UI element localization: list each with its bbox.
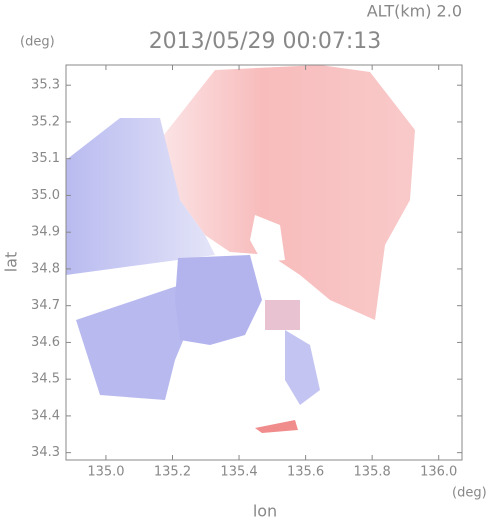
y-tick-label: 35.1 [31,151,60,166]
y-tick-label: 35.0 [31,188,60,203]
subtitle: ALT(km) 2.0 [367,2,462,21]
y-tick-label: 34.7 [31,298,60,313]
y-tick-label: 34.3 [31,445,60,460]
x-tick-label: 135.4 [220,465,257,480]
x-tick-label: 136.0 [420,465,457,480]
pink-region [160,65,415,320]
y-tick-label: 34.8 [31,261,60,276]
x-unit: (deg) [452,486,487,501]
blue-blob [285,330,320,405]
plot-frame [65,64,463,461]
blue-wedge [76,285,200,400]
y-unit: (deg) [20,35,55,50]
x-tick-label: 135.2 [154,465,191,480]
radar-field [66,65,415,433]
y-tick-label: 34.6 [31,335,60,350]
x-axis-label: lon [253,502,277,521]
y-axis-label: lat [2,252,21,273]
y-tick-label: 35.2 [31,114,60,129]
y-tick-label: 34.9 [31,225,60,240]
light-blue-wedge [66,118,215,275]
speckle [265,300,300,330]
x-tick-label: 135.6 [287,465,324,480]
white-hole [250,215,285,262]
x-tick-label: 135.0 [87,465,124,480]
y-tick-label: 34.4 [31,408,60,423]
y-tick-label: 34.5 [31,372,60,387]
blue-blob [175,255,262,345]
x-tick-label: 135.8 [354,465,391,480]
pink-patch [255,420,298,433]
y-tick-label: 35.3 [31,78,60,93]
chart-title: 2013/05/29 00:07:13 [149,29,382,54]
